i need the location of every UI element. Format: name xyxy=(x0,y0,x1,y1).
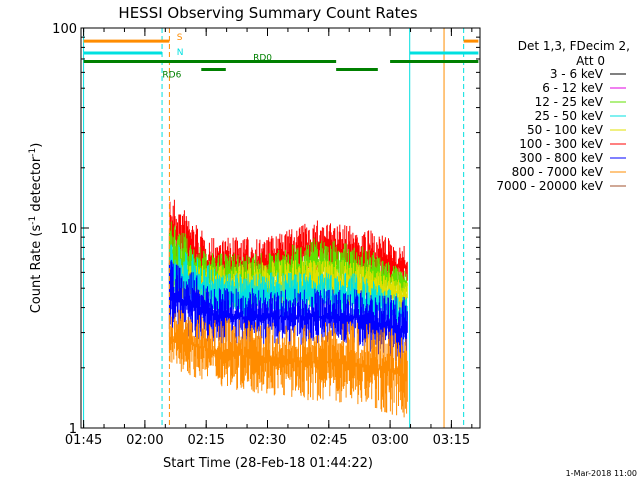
legend-label: 25 - 50 keV xyxy=(535,109,604,123)
legend-label: 7000 - 20000 keV xyxy=(496,179,603,193)
footer-timestamp: 1-Mar-2018 11:00 xyxy=(566,469,637,478)
legend-header: Att 0 xyxy=(576,54,605,68)
legend-label: 6 - 12 keV xyxy=(542,81,604,95)
legend-label: 3 - 6 keV xyxy=(550,67,604,81)
legend-label: 100 - 300 keV xyxy=(519,137,603,151)
legend-label: 12 - 25 keV xyxy=(535,95,604,109)
y-tick-label: 100 xyxy=(52,22,77,37)
flag-rd0: RD0 xyxy=(83,53,479,63)
y-tick-label: 10 xyxy=(60,222,77,237)
flag-s: S xyxy=(83,33,479,43)
legend-label: 800 - 7000 keV xyxy=(512,165,604,179)
legend-label: 50 - 100 keV xyxy=(527,123,604,137)
x-tick-label: 02:00 xyxy=(126,433,163,448)
x-tick-label: 02:45 xyxy=(310,433,347,448)
series-800-7000-kev xyxy=(168,309,408,418)
x-tick-label: 01:45 xyxy=(65,433,102,448)
chart-title: HESSI Observing Summary Count Rates xyxy=(118,4,417,22)
axes: 01:45 02:00 02:15 02:30 02:45 03:00 03:15 1 10 10… xyxy=(52,22,481,448)
flag-label: RD0 xyxy=(253,53,272,63)
y-axis-label: Count Rate (s-1 detector-1) xyxy=(28,143,44,314)
x-axis-label: Start Time (28-Feb-18 01:44:22) xyxy=(163,456,373,471)
flag-label: N xyxy=(177,48,184,58)
x-tick-label: 02:30 xyxy=(249,433,286,448)
rate-bands xyxy=(168,199,408,418)
flag-n: N xyxy=(83,48,479,58)
y-tick-label: 1 xyxy=(69,422,77,437)
flag-label: RD6 xyxy=(162,71,181,81)
x-tick-label: 03:15 xyxy=(433,433,470,448)
event-lines xyxy=(83,28,465,428)
legend-label: 300 - 800 keV xyxy=(519,151,603,165)
flag-bars: SN RD0 RD6 xyxy=(83,33,479,81)
series-band xyxy=(168,309,408,418)
x-tick-label: 02:15 xyxy=(187,433,224,448)
flag-label: S xyxy=(177,33,183,43)
x-tick-label: 03:00 xyxy=(371,433,408,448)
flag-rd6: RD6 xyxy=(162,68,378,81)
legend-header: Det 1,3, FDecim 2, xyxy=(518,39,630,53)
